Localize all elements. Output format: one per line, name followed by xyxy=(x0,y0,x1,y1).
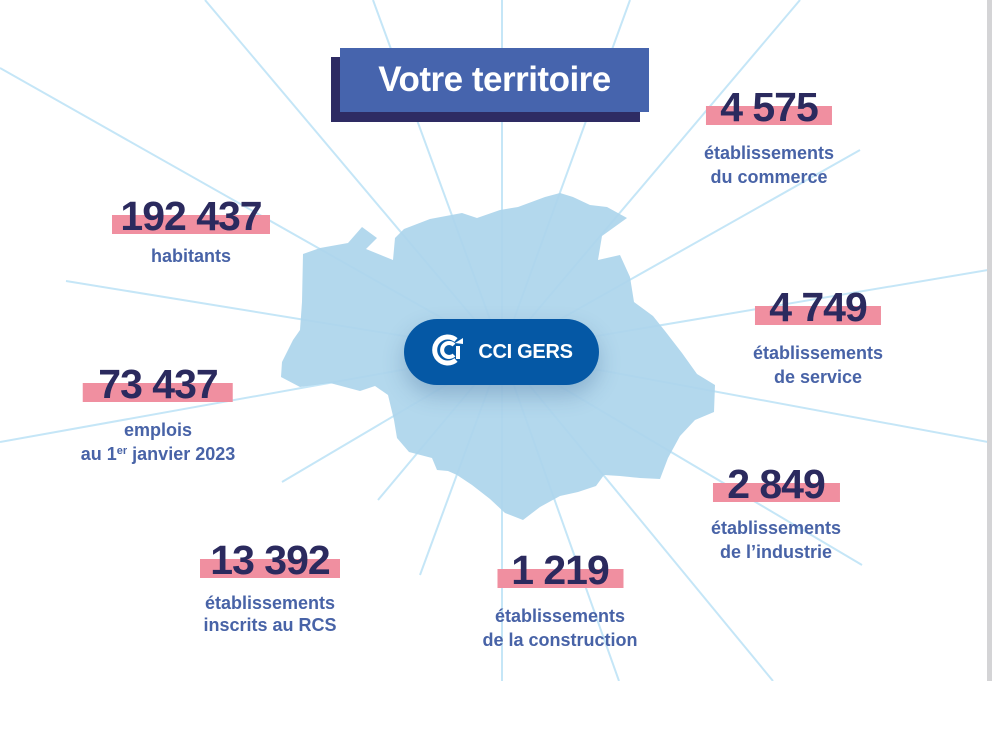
stat-label: établissements de l’industrie xyxy=(711,516,841,564)
stat-label: établissements du commerce xyxy=(704,141,834,189)
stat-label-line1: établissements xyxy=(204,593,336,613)
stat-commerce: 4 575 établissements du commerce xyxy=(704,87,834,189)
cci-gers-badge: CCI GERS xyxy=(404,319,599,385)
stat-label-line1: établissements xyxy=(703,143,835,163)
stat-label-line2-pre: au 1 xyxy=(80,444,117,464)
stat-habitants: 192 437 habitants xyxy=(112,196,270,268)
stat-rcs: 13 392 établissements inscrits au RCS xyxy=(200,540,340,636)
stat-construction: 1 219 établissements de la construction xyxy=(482,550,637,652)
stat-label-line2: de service xyxy=(773,367,863,387)
highlight-bar xyxy=(712,483,840,502)
stat-value: 192 437 xyxy=(120,193,262,239)
highlight-bar xyxy=(755,306,881,325)
stat-value: 4 575 xyxy=(720,84,819,130)
highlight-bar xyxy=(83,383,233,402)
stat-label-superscript: er xyxy=(116,445,128,457)
highlight-bar xyxy=(200,559,340,578)
stat-label: emplois au 1er janvier 2023 xyxy=(81,418,236,466)
stat-service: 4 749 établissements de service xyxy=(753,287,883,389)
stat-label-line1: établissements xyxy=(752,343,884,363)
stat-value: 73 437 xyxy=(98,361,218,407)
stat-label-line2-post: janvier 2023 xyxy=(127,444,236,464)
stat-value: 2 849 xyxy=(727,461,826,507)
highlight-bar xyxy=(497,569,623,588)
stat-value: 13 392 xyxy=(210,537,330,583)
stat-value: 1 219 xyxy=(511,547,610,593)
stat-label-line2: du commerce xyxy=(710,167,828,187)
infographic-canvas: Votre territoire CCI GERS 192 437 habita… xyxy=(0,0,988,681)
cci-gers-label: CCI GERS xyxy=(478,340,573,363)
highlight-bar xyxy=(112,215,270,234)
stat-industrie: 2 849 établissements de l’industrie xyxy=(711,464,841,564)
stat-label-line1: établissements xyxy=(494,606,626,626)
page-title: Votre territoire xyxy=(340,48,649,112)
highlight-bar xyxy=(706,106,832,125)
stat-label: établissements de la construction xyxy=(482,604,637,652)
stat-label-line1: établissements xyxy=(710,518,842,538)
stat-value: 4 749 xyxy=(769,284,868,330)
stat-label: établissements inscrits au RCS xyxy=(200,592,340,636)
cci-logo-icon xyxy=(430,331,468,374)
page-title-block: Votre territoire xyxy=(331,48,649,122)
stat-label: établissements de service xyxy=(753,341,883,389)
stat-emplois: 73 437 emplois au 1er janvier 2023 xyxy=(81,364,236,466)
stat-label-line2: inscrits au RCS xyxy=(203,615,337,635)
stat-label-line2: de l’industrie xyxy=(719,542,833,562)
stat-label-line2: de la construction xyxy=(482,630,638,650)
vertical-scrollbar[interactable] xyxy=(987,0,992,681)
stat-label: habitants xyxy=(150,246,231,266)
stat-label-line1: emplois xyxy=(123,420,193,440)
